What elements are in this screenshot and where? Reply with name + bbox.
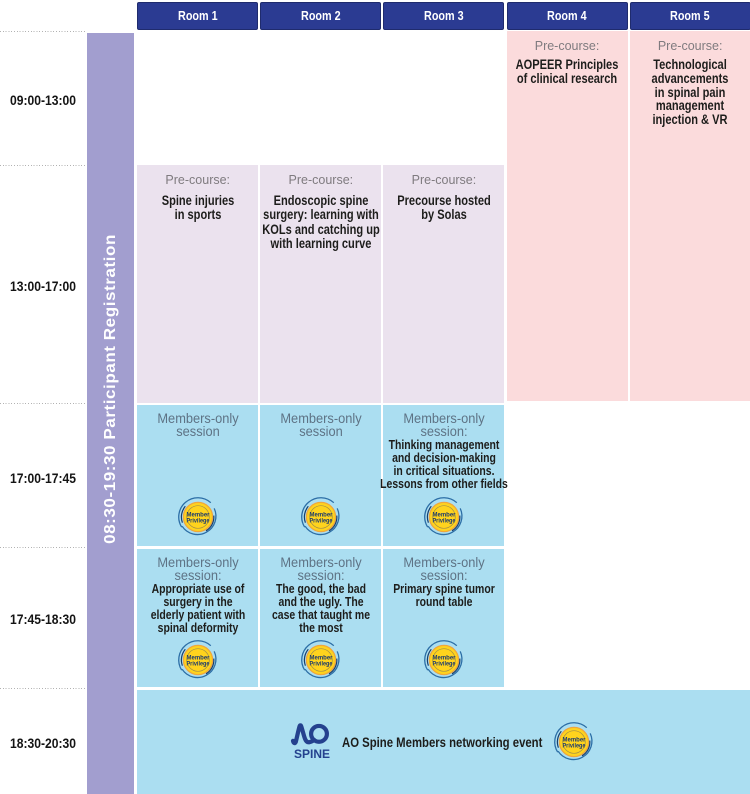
svg-text:SPINE: SPINE	[294, 747, 330, 761]
